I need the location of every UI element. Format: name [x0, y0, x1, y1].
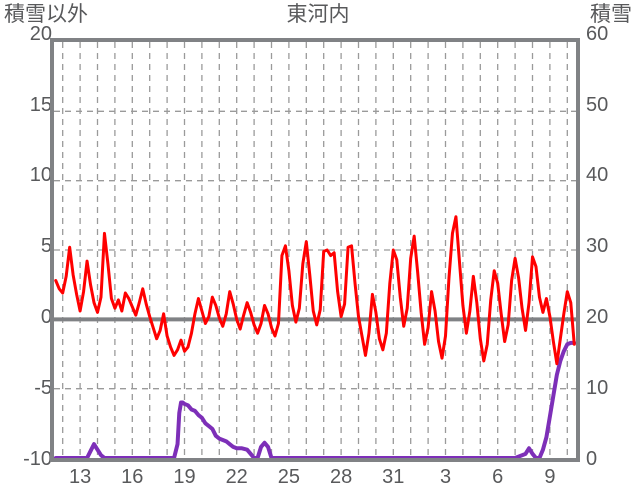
right-tick-20: 20 [586, 306, 609, 328]
left-tick-m5: -5 [34, 377, 52, 399]
x-tick-28: 28 [329, 466, 353, 488]
x-tick-22: 22 [225, 466, 248, 488]
left-tick-0: 0 [40, 306, 52, 328]
right-tick-10: 10 [586, 377, 609, 399]
left-tick-10: 10 [29, 164, 52, 186]
x-tick-13: 13 [68, 466, 92, 488]
left-tick-15: 15 [29, 94, 52, 116]
right-tick-0: 0 [586, 448, 598, 470]
x-tick-3: 3 [439, 466, 452, 488]
snow-series-line [56, 343, 575, 458]
x-tick-9: 9 [544, 466, 556, 488]
plot-area [50, 38, 580, 462]
right-axis-title: 積雪 [590, 3, 632, 26]
left-tick-20: 20 [29, 23, 52, 45]
right-tick-40: 40 [586, 164, 609, 186]
plot-svg [54, 42, 576, 458]
left-tick-m10: -10 [23, 448, 52, 470]
right-tick-30: 30 [586, 235, 609, 257]
x-tick-19: 19 [173, 466, 196, 488]
x-tick-31: 31 [382, 466, 405, 488]
left-axis-title: 積雪以外 [4, 3, 88, 26]
x-tick-25: 25 [277, 466, 301, 488]
page-title: 東河内 [286, 3, 350, 26]
left-tick-5: 5 [40, 235, 52, 257]
gridlines [54, 42, 576, 458]
x-tick-6: 6 [492, 466, 504, 488]
right-tick-60: 60 [586, 23, 609, 45]
right-tick-50: 50 [586, 94, 609, 116]
temperature-series-line [56, 217, 575, 364]
x-tick-16: 16 [121, 466, 144, 488]
